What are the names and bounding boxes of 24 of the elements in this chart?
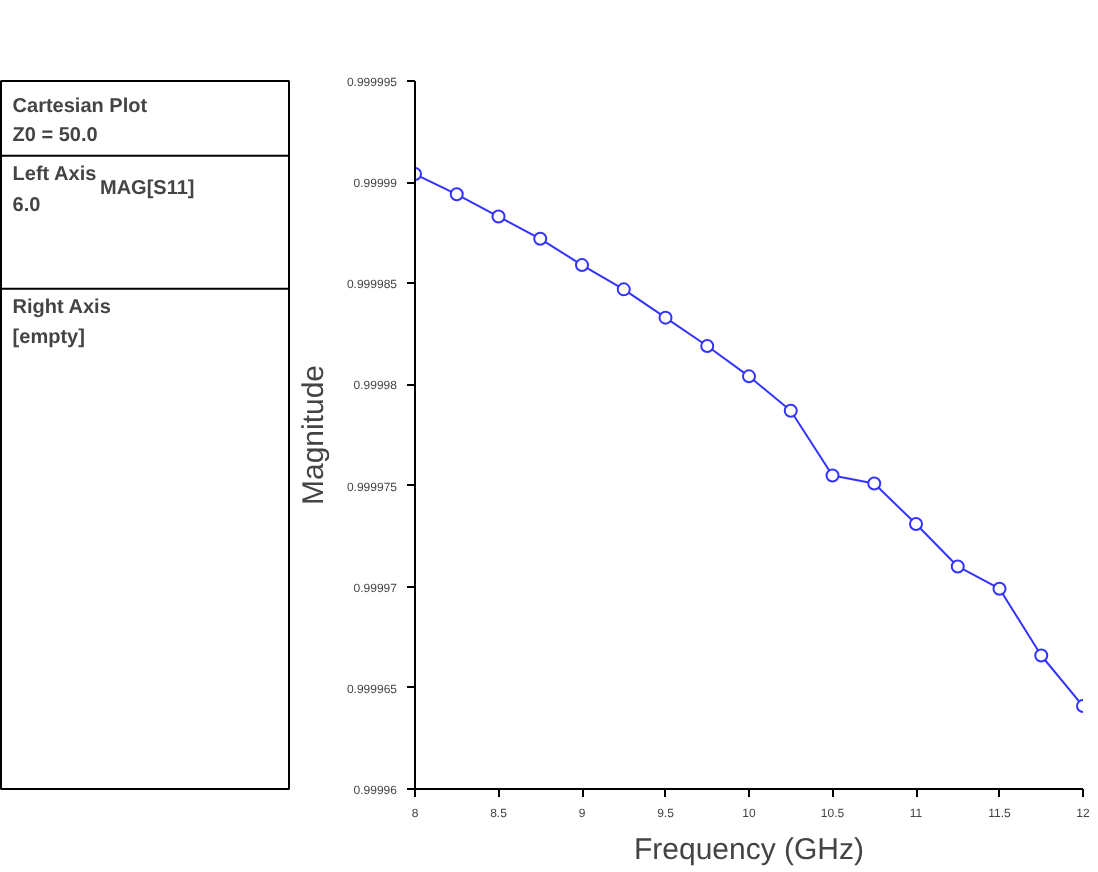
point <box>658 310 673 325</box>
point <box>533 231 548 246</box>
y-axis-title: Magnitude <box>296 364 331 506</box>
point <box>742 369 756 384</box>
point <box>909 517 923 531</box>
point <box>700 339 715 353</box>
text: MAG[S11] <box>100 177 195 199</box>
point <box>616 282 631 297</box>
text: [empty] <box>12 326 85 349</box>
text: Right Axis <box>12 297 112 320</box>
point <box>783 403 798 418</box>
point <box>1034 648 1049 663</box>
point <box>491 209 506 224</box>
point <box>950 559 965 574</box>
x-axis-title: Frequency (GHz) <box>633 833 865 867</box>
point <box>575 258 589 273</box>
point <box>825 468 840 483</box>
text: Left Axis <box>12 164 98 187</box>
point <box>867 476 882 491</box>
text: Z0 = 50.0 <box>12 125 99 148</box>
point <box>449 187 464 202</box>
text: 6.0 <box>12 195 42 218</box>
point <box>992 581 1007 596</box>
text: Cartesian Plot <box>12 95 149 118</box>
